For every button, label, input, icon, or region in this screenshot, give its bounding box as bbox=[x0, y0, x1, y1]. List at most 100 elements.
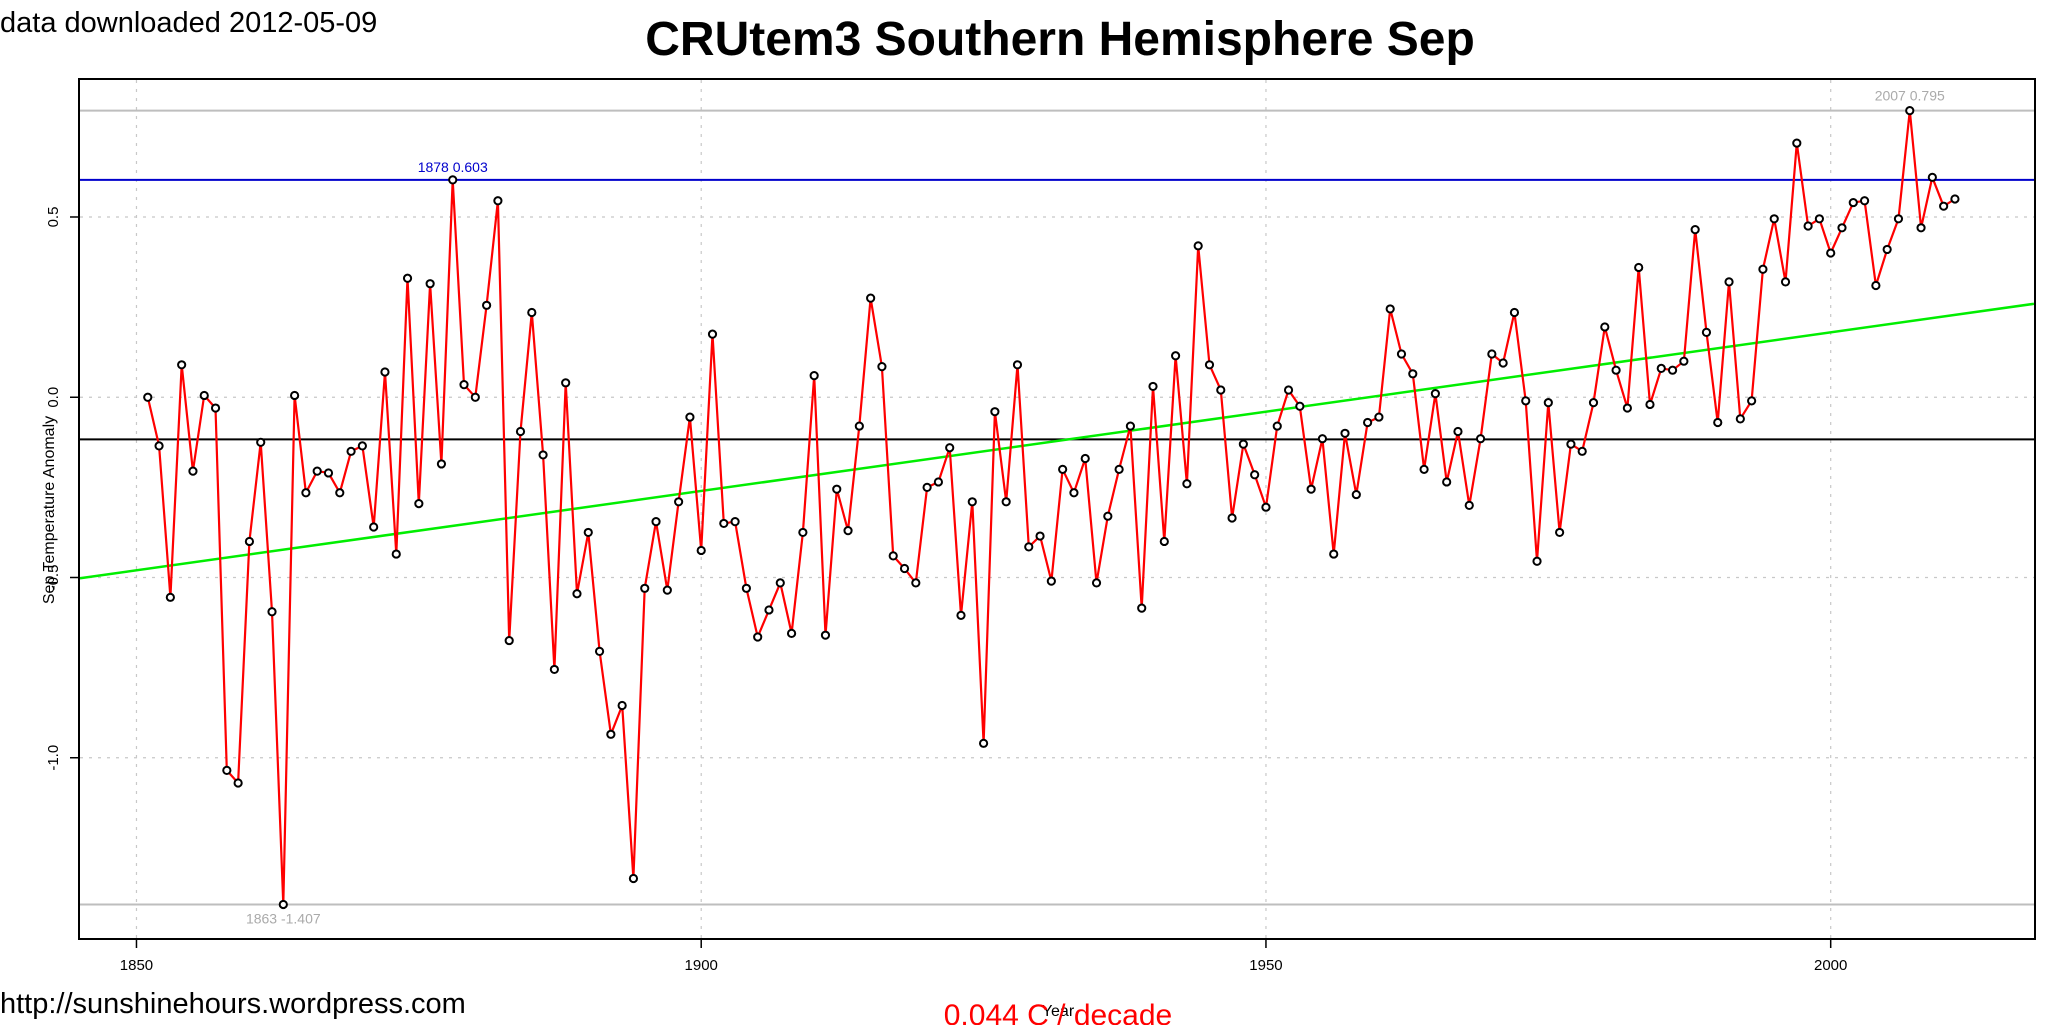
data-point-1860 bbox=[244, 536, 255, 547]
data-point-1963 bbox=[1408, 369, 1418, 379]
data-point-1854 bbox=[177, 360, 187, 370]
data-point-1892 bbox=[606, 729, 616, 739]
data-point-2008 bbox=[1916, 223, 1926, 233]
data-point-1959 bbox=[1363, 417, 1373, 428]
data-point-1875 bbox=[414, 498, 424, 509]
data-point-1945 bbox=[1204, 360, 1215, 370]
data-point-1867 bbox=[323, 468, 334, 478]
data-point-1988 bbox=[1690, 225, 1700, 235]
data-point-1951 bbox=[1272, 421, 1282, 431]
data-point-1922 bbox=[945, 443, 955, 453]
data-point-2011 bbox=[1950, 194, 1960, 204]
y-axis: -1.0 -0.5 0.0 0.5 bbox=[45, 207, 79, 771]
data-point-2006 bbox=[1893, 214, 1904, 224]
data-point-1856 bbox=[199, 390, 209, 401]
data-point-1985 bbox=[1656, 363, 1666, 374]
data-point-1965 bbox=[1430, 389, 1440, 399]
data-point-1972 bbox=[1509, 307, 1520, 318]
data-point-1864 bbox=[290, 390, 300, 401]
data-point-1933 bbox=[1069, 488, 1079, 498]
x-tick-label-2000: 2000 bbox=[1814, 957, 1847, 974]
data-point-1993 bbox=[1747, 396, 1757, 406]
data-point-1851 bbox=[143, 392, 153, 402]
reference-lines bbox=[79, 109, 2035, 906]
data-point-1962 bbox=[1396, 349, 1407, 359]
data-point-1866 bbox=[312, 466, 322, 476]
data-point-1939 bbox=[1137, 603, 1147, 613]
data-point-1935 bbox=[1091, 578, 1102, 588]
data-point-1882 bbox=[493, 196, 503, 206]
footer-url: http://sunshinehours.wordpress.com bbox=[0, 988, 466, 1020]
data-point-1905 bbox=[753, 632, 763, 642]
data-point-1969 bbox=[1475, 434, 1486, 444]
data-point-1920 bbox=[922, 482, 932, 492]
data-point-1948 bbox=[1238, 439, 1248, 449]
data-point-1973 bbox=[1521, 396, 1531, 406]
y-tick-label--0.5: -0.5 bbox=[45, 565, 62, 591]
data-point-1983 bbox=[1634, 262, 1644, 273]
data-point-1917 bbox=[888, 551, 898, 561]
data-point-1921 bbox=[933, 477, 944, 487]
trend-rate-text: 0.044 C / decade bbox=[944, 999, 1173, 1025]
data-point-1907 bbox=[775, 578, 785, 588]
chart-title: CRUtem3 Southern Hemisphere Sep bbox=[645, 13, 1475, 66]
data-point-1889 bbox=[572, 589, 582, 599]
y-tick-label-0.5: 0.5 bbox=[45, 207, 62, 228]
data-point-1916 bbox=[877, 362, 887, 372]
data-point-1913 bbox=[843, 526, 853, 536]
data-point-1934 bbox=[1080, 453, 1090, 464]
grid bbox=[80, 80, 2034, 938]
data-point-1950 bbox=[1261, 502, 1271, 512]
data-point-1877 bbox=[436, 459, 447, 469]
series-min-label: 1863 -1.407 bbox=[246, 910, 321, 926]
y-tick-label-0.0: 0.0 bbox=[45, 387, 62, 408]
data-point-1859 bbox=[233, 778, 243, 788]
data-point-1898 bbox=[674, 497, 684, 507]
data-point-1879 bbox=[459, 380, 469, 390]
data-point-1967 bbox=[1453, 426, 1463, 437]
data-point-1925 bbox=[978, 738, 989, 748]
data-point-1980 bbox=[1600, 322, 1610, 332]
data-point-1949 bbox=[1250, 470, 1260, 480]
data-point-1955 bbox=[1317, 434, 1328, 444]
data-point-1943 bbox=[1182, 479, 1192, 489]
data-point-1884 bbox=[515, 426, 526, 437]
data-point-1872 bbox=[380, 367, 390, 377]
data-point-2000 bbox=[1826, 248, 1836, 258]
data-point-1990 bbox=[1713, 417, 1723, 428]
data-point-1891 bbox=[594, 646, 605, 656]
data-point-1927 bbox=[1001, 497, 1011, 507]
data-point-1926 bbox=[990, 407, 1000, 417]
data-point-1932 bbox=[1058, 464, 1068, 474]
data-point-1941 bbox=[1159, 536, 1169, 547]
x-axis: 1850 1900 1950 2000 bbox=[120, 939, 1847, 974]
data-point-1912 bbox=[832, 484, 842, 494]
data-point-1956 bbox=[1329, 549, 1339, 559]
data-point-1871 bbox=[369, 522, 379, 532]
data-point-1888 bbox=[561, 378, 571, 388]
data-point-1895 bbox=[640, 583, 650, 593]
data-point-1853 bbox=[165, 592, 175, 602]
data-point-1938 bbox=[1125, 421, 1136, 431]
plot-border bbox=[78, 78, 2036, 940]
data-point-1855 bbox=[188, 466, 198, 476]
data-point-2004 bbox=[1871, 280, 1881, 291]
data-point-1857 bbox=[210, 403, 221, 413]
data-point-1881 bbox=[482, 300, 492, 310]
data-point-2002 bbox=[1848, 197, 1858, 208]
data-point-1868 bbox=[335, 488, 345, 498]
data-point-1987 bbox=[1679, 356, 1689, 366]
data-point-1903 bbox=[730, 517, 740, 527]
series-layer bbox=[143, 106, 1960, 910]
data-point-1966 bbox=[1442, 477, 1452, 487]
x-tick-label-1850: 1850 bbox=[120, 957, 153, 974]
data-point-1942 bbox=[1170, 351, 1181, 361]
data-point-1910 bbox=[809, 371, 819, 381]
data-point-2005 bbox=[1882, 244, 1892, 255]
data-point-1904 bbox=[741, 583, 751, 593]
data-point-1976 bbox=[1555, 527, 1565, 538]
data-point-1971 bbox=[1498, 358, 1508, 368]
data-point-2010 bbox=[1939, 201, 1949, 211]
data-point-1896 bbox=[651, 517, 661, 527]
